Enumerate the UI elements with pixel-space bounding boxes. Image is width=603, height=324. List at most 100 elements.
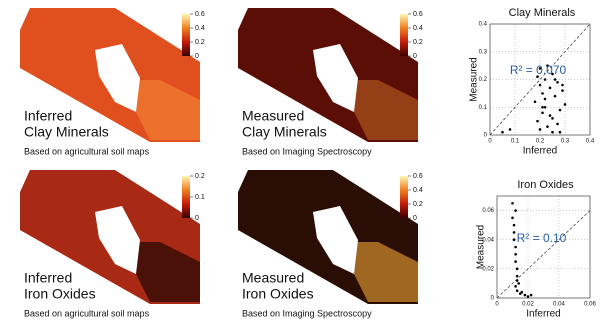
lake — [313, 206, 358, 274]
data-point — [548, 86, 552, 90]
colorbar-tick-label: 0.6 — [195, 11, 205, 18]
data-point — [538, 67, 542, 70]
map-patch — [120, 80, 200, 140]
x-tick-label: 0 — [495, 302, 499, 308]
map-label: Inferred — [24, 108, 72, 124]
x-tick-label: 0.4 — [586, 139, 595, 145]
y-tick-label: 0 — [484, 133, 488, 139]
data-point — [541, 92, 544, 95]
lake — [95, 44, 140, 112]
y-tick-label: 0.2 — [479, 77, 488, 83]
data-point — [501, 130, 504, 134]
data-point — [520, 290, 524, 294]
data-point — [548, 114, 552, 117]
map-label: Iron Oxides — [242, 286, 314, 302]
annotation: R² = 0.070 — [510, 63, 567, 77]
map-label: Measured — [242, 270, 304, 286]
data-point — [512, 223, 516, 227]
colorbar-tick-label: 0 — [413, 215, 417, 222]
y-tick-label: 0.4 — [479, 22, 488, 28]
data-point — [515, 267, 519, 271]
colorbar — [400, 14, 408, 56]
y-tick-label: 0.06 — [482, 208, 494, 214]
colorbar-tick-label: 0.4 — [413, 187, 423, 194]
data-point — [536, 119, 539, 123]
data-point — [558, 130, 562, 134]
lake — [95, 206, 140, 274]
lake — [313, 44, 358, 112]
data-point — [514, 252, 517, 256]
x-axis-label: Inferred — [523, 146, 557, 157]
data-point — [556, 80, 559, 84]
map-patch — [120, 242, 200, 302]
data-point — [551, 117, 554, 120]
map-caption: Based on Imaging Spectroscopy — [242, 308, 372, 318]
colorbar-tick-label: 0 — [195, 215, 199, 222]
map-caption: Based on Imaging Spectroscopy — [242, 146, 372, 156]
data-point — [541, 105, 544, 109]
x-tick-label: 0.3 — [561, 139, 570, 145]
x-tick-label: 0.2 — [536, 139, 545, 145]
data-point — [514, 245, 517, 249]
y-axis-label: Measured — [469, 57, 480, 101]
data-point — [515, 279, 519, 282]
data-point — [543, 105, 547, 109]
x-tick-label: 0.1 — [511, 139, 520, 145]
colorbar-tick-label: 0 — [413, 53, 417, 60]
colorbar — [400, 176, 408, 218]
data-point — [556, 122, 559, 126]
data-point — [553, 78, 557, 81]
chart-title: Iron Oxides — [517, 179, 574, 191]
data-point — [543, 97, 547, 101]
y-tick-label: 0.3 — [479, 49, 488, 55]
map-label: Measured — [242, 108, 304, 124]
data-point — [512, 231, 516, 234]
data-point — [561, 89, 564, 92]
y-tick-label: 0 — [491, 296, 495, 302]
x-tick-label: 0 — [488, 139, 492, 145]
data-point — [511, 216, 514, 220]
x-tick-label: 0.04 — [553, 302, 565, 308]
colorbar-tick-label: 0.2 — [413, 39, 423, 46]
map-label: Inferred — [24, 270, 72, 286]
data-point — [541, 111, 544, 115]
data-point — [563, 103, 567, 106]
y-tick-label: 0.1 — [479, 105, 488, 111]
map-caption: Based on agricultural soil maps — [24, 146, 150, 156]
data-point — [538, 83, 542, 87]
colorbar-tick-label: 0.2 — [195, 173, 205, 180]
colorbar-tick-label: 0.1 — [195, 194, 205, 201]
data-point — [546, 125, 549, 128]
colorbar — [182, 176, 190, 218]
data-point — [553, 94, 557, 98]
data-point — [508, 128, 512, 131]
colorbar-tick-label: 0.6 — [413, 173, 423, 180]
colorbar-tick-label: 0.4 — [413, 25, 423, 32]
data-point — [514, 260, 517, 263]
data-point — [533, 100, 537, 103]
colorbar-tick-label: 0 — [195, 53, 199, 60]
map-patch — [338, 242, 418, 302]
data-point — [551, 130, 554, 134]
plot-frame — [489, 23, 591, 136]
map-label: Clay Minerals — [242, 124, 327, 140]
x-tick-label: 0.06 — [584, 302, 596, 308]
plot-frame — [496, 195, 591, 299]
y-tick-label: 0.04 — [482, 237, 494, 243]
colorbar-tick-label: 0.2 — [413, 201, 423, 208]
colorbar-tick-label: 0.6 — [413, 11, 423, 18]
map-label: Clay Minerals — [24, 124, 109, 140]
data-point — [561, 83, 564, 87]
data-point — [543, 78, 547, 81]
data-point — [515, 289, 519, 293]
one-to-one-line — [496, 210, 591, 299]
data-point — [511, 201, 514, 205]
colorbar-tick-label: 0.4 — [195, 25, 205, 32]
data-point — [536, 75, 539, 79]
y-axis-label: Measured — [476, 225, 487, 269]
data-point — [538, 128, 542, 131]
y-tick-label: 0.02 — [482, 266, 494, 272]
data-point — [558, 108, 562, 112]
